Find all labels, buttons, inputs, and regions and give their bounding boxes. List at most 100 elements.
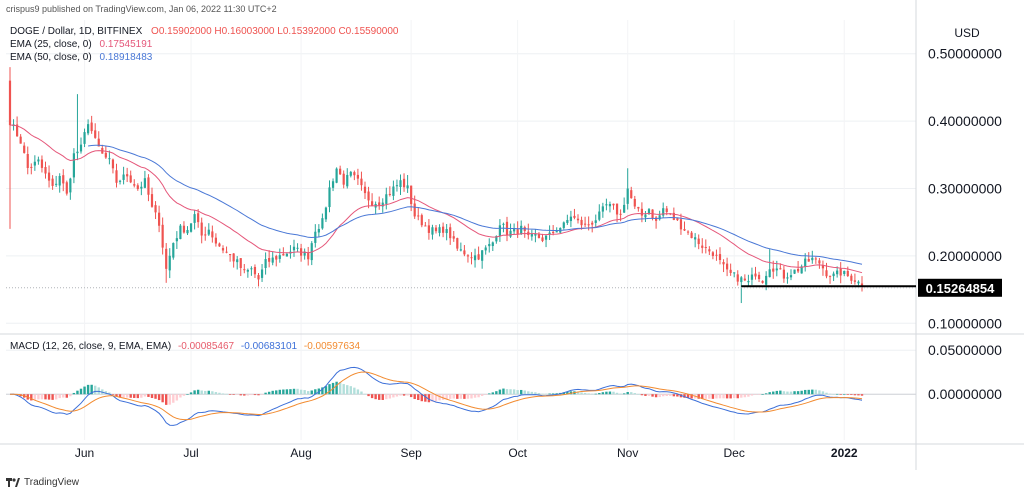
candle-body[interactable]: [779, 268, 782, 270]
candle-body[interactable]: [307, 252, 310, 260]
candle-body[interactable]: [371, 201, 374, 206]
candle-body[interactable]: [694, 237, 697, 240]
candle-body[interactable]: [562, 222, 565, 228]
candle-body[interactable]: [800, 266, 803, 274]
candle-body[interactable]: [765, 275, 768, 285]
candle-body[interactable]: [62, 175, 65, 184]
candle-body[interactable]: [268, 257, 271, 262]
candle-body[interactable]: [342, 173, 345, 185]
candle-body[interactable]: [207, 229, 210, 235]
candle-body[interactable]: [821, 265, 825, 269]
candle-body[interactable]: [30, 166, 33, 168]
candle-body[interactable]: [175, 238, 178, 242]
candle-body[interactable]: [442, 226, 445, 233]
candle-body[interactable]: [768, 269, 771, 278]
candle-body[interactable]: [598, 211, 601, 220]
candle-body[interactable]: [253, 266, 257, 275]
candle-body[interactable]: [303, 251, 306, 256]
candle-body[interactable]: [608, 204, 612, 207]
candle-body[interactable]: [90, 122, 93, 132]
candle-body[interactable]: [576, 218, 580, 221]
last-price-tag[interactable]: [918, 278, 1002, 297]
candle-body[interactable]: [126, 174, 129, 177]
candle-body[interactable]: [363, 186, 367, 194]
candle-body[interactable]: [402, 178, 406, 188]
candle-body[interactable]: [793, 269, 796, 274]
candle-body[interactable]: [736, 274, 739, 282]
candle-body[interactable]: [679, 219, 683, 230]
candle-body[interactable]: [8, 80, 12, 126]
legend-macd-row[interactable]: MACD (12, 26, close, 9, EMA, EMA) -0.000…: [10, 341, 360, 352]
candle-body[interactable]: [58, 176, 61, 186]
candle-body[interactable]: [477, 254, 480, 260]
candle-body[interactable]: [686, 231, 690, 233]
candle-body[interactable]: [69, 178, 72, 193]
candle-body[interactable]: [708, 249, 711, 252]
candle-body[interactable]: [733, 272, 736, 274]
candle-body[interactable]: [772, 268, 775, 272]
candle-body[interactable]: [594, 220, 597, 223]
candle-body[interactable]: [626, 188, 629, 204]
candle-body[interactable]: [420, 215, 423, 226]
candle-body[interactable]: [853, 280, 856, 282]
candle-body[interactable]: [683, 229, 686, 231]
candle-body[interactable]: [44, 167, 47, 174]
candle-body[interactable]: [104, 152, 107, 158]
candle-body[interactable]: [140, 186, 143, 189]
candle-body[interactable]: [676, 218, 679, 221]
candle-body[interactable]: [97, 138, 100, 147]
candle-body[interactable]: [417, 215, 420, 217]
candle-body[interactable]: [537, 233, 541, 238]
candle-body[interactable]: [108, 158, 111, 160]
candle-body[interactable]: [431, 227, 434, 235]
candle-body[interactable]: [193, 214, 196, 223]
candle-body[interactable]: [168, 255, 171, 271]
candle-body[interactable]: [182, 225, 186, 233]
candle-body[interactable]: [619, 213, 622, 215]
candle-body[interactable]: [637, 206, 640, 209]
candle-body[interactable]: [722, 262, 725, 265]
candle-body[interactable]: [715, 254, 718, 256]
candle-body[interactable]: [339, 168, 342, 175]
candle-body[interactable]: [204, 234, 207, 236]
candle-body[interactable]: [257, 275, 260, 280]
candle-body[interactable]: [747, 281, 750, 283]
candle-body[interactable]: [260, 269, 264, 278]
candle-body[interactable]: [690, 232, 693, 239]
candle-body[interactable]: [214, 237, 217, 244]
candle-body[interactable]: [356, 174, 359, 179]
candle-body[interactable]: [860, 283, 864, 286]
candle-body[interactable]: [470, 257, 473, 259]
candle-body[interactable]: [672, 212, 675, 220]
candle-body[interactable]: [718, 254, 722, 260]
candle-body[interactable]: [200, 222, 203, 236]
candle-body[interactable]: [591, 222, 594, 225]
candle-body[interactable]: [484, 247, 487, 251]
candle-body[interactable]: [488, 244, 491, 247]
candle-body[interactable]: [87, 124, 90, 134]
candle-body[interactable]: [761, 280, 764, 283]
candle-body[interactable]: [19, 136, 22, 144]
candle-body[interactable]: [381, 202, 384, 207]
candle-body[interactable]: [459, 249, 462, 251]
candle-body[interactable]: [392, 186, 395, 196]
ema50-line[interactable]: [88, 144, 863, 265]
candle-body[interactable]: [825, 270, 828, 277]
candle-body[interactable]: [552, 231, 555, 234]
candle-body[interactable]: [346, 174, 349, 187]
candle-body[interactable]: [555, 231, 558, 233]
candle-body[interactable]: [94, 130, 97, 138]
candle-body[interactable]: [271, 257, 274, 263]
candle-body[interactable]: [797, 268, 800, 272]
candle-body[interactable]: [544, 235, 548, 240]
candle-body[interactable]: [246, 269, 249, 272]
candle-body[interactable]: [452, 236, 455, 239]
candle-body[interactable]: [23, 145, 26, 153]
candle-body[interactable]: [818, 260, 821, 264]
candle-body[interactable]: [133, 184, 136, 186]
candle-body[interactable]: [789, 275, 793, 278]
candle-body[interactable]: [740, 277, 743, 283]
candle-body[interactable]: [424, 225, 427, 227]
candle-body[interactable]: [427, 225, 430, 233]
candle-body[interactable]: [72, 153, 75, 178]
